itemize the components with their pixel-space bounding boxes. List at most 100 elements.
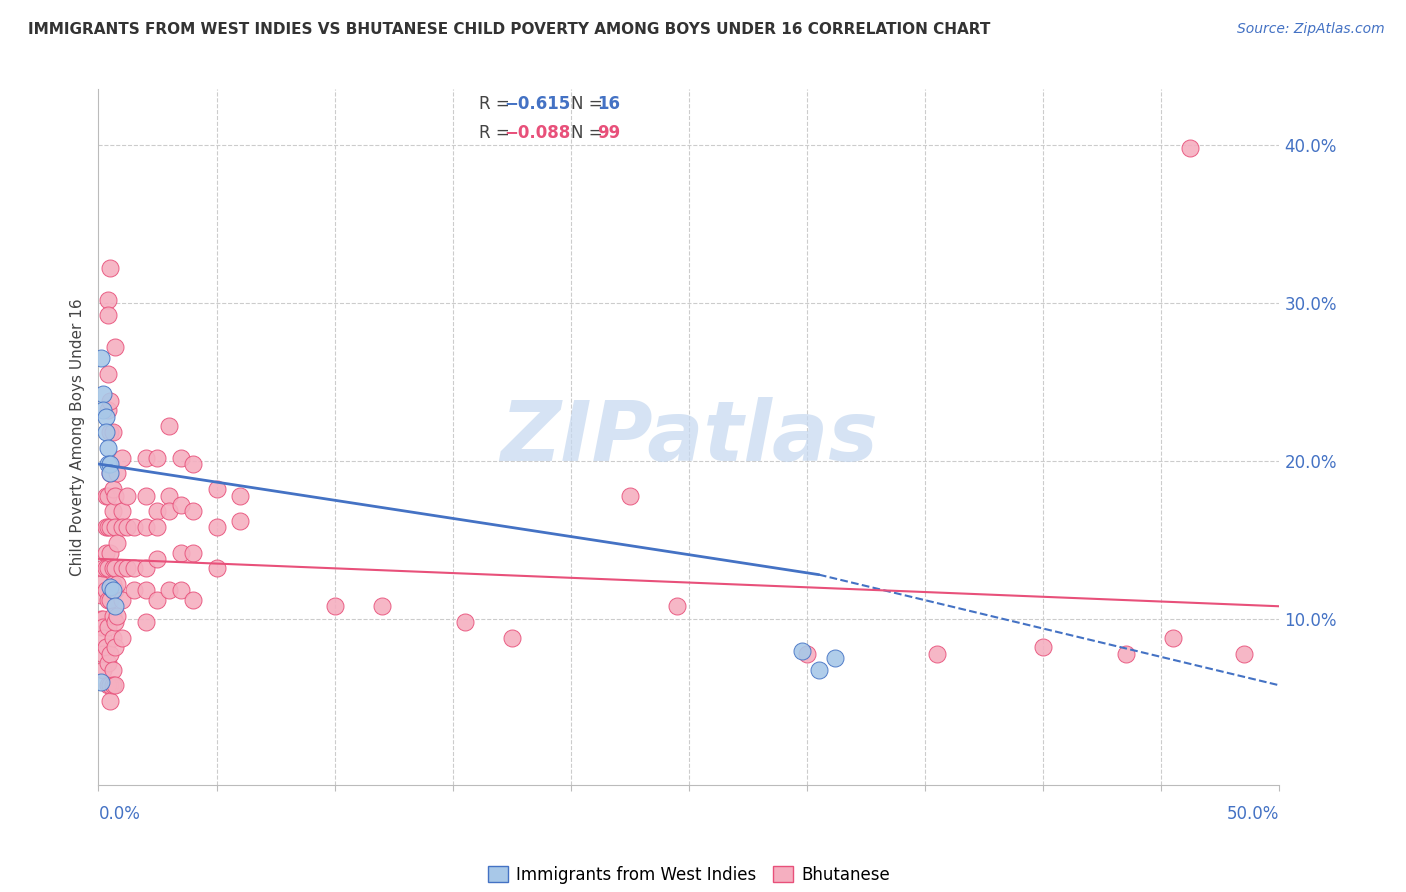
Point — [104, 640, 127, 655]
Point — [97, 403, 120, 417]
Point — [101, 608, 124, 623]
Point — [111, 520, 134, 534]
Point — [1161, 631, 1184, 645]
Text: ZIPatlas: ZIPatlas — [501, 397, 877, 477]
Point — [205, 482, 228, 496]
Point — [157, 419, 180, 434]
Point — [101, 425, 124, 440]
Text: R =: R = — [478, 124, 515, 142]
Point — [229, 514, 252, 528]
Point — [94, 561, 117, 575]
Text: IMMIGRANTS FROM WEST INDIES VS BHUTANESE CHILD POVERTY AMONG BOYS UNDER 16 CORRE: IMMIGRANTS FROM WEST INDIES VS BHUTANESE… — [28, 22, 990, 37]
Point — [104, 583, 127, 598]
Point — [104, 615, 127, 629]
Point — [91, 647, 114, 661]
Text: R =: R = — [478, 95, 515, 112]
Point — [91, 612, 114, 626]
Point — [792, 643, 814, 657]
Point — [205, 520, 228, 534]
Point — [101, 583, 124, 598]
Point — [97, 520, 120, 534]
Point — [98, 580, 121, 594]
Point — [135, 450, 157, 465]
Point — [101, 663, 124, 677]
Point — [323, 599, 346, 614]
Point — [105, 536, 128, 550]
Point — [94, 425, 117, 440]
Point — [90, 588, 112, 602]
Point — [157, 489, 180, 503]
Point — [104, 340, 127, 354]
Point — [101, 631, 124, 645]
Point — [111, 631, 134, 645]
Point — [111, 561, 134, 575]
Point — [94, 489, 117, 503]
Point — [111, 450, 134, 465]
Point — [1178, 141, 1201, 155]
Text: Source: ZipAtlas.com: Source: ZipAtlas.com — [1237, 22, 1385, 37]
Point — [94, 520, 117, 534]
Point — [90, 675, 112, 690]
Point — [101, 561, 124, 575]
Point — [97, 489, 120, 503]
Point — [98, 520, 121, 534]
Point — [90, 612, 112, 626]
Point — [98, 260, 121, 275]
Text: −0.088: −0.088 — [505, 124, 571, 142]
Point — [98, 678, 121, 692]
Point — [101, 504, 124, 518]
Point — [101, 482, 124, 496]
Point — [91, 561, 114, 575]
Point — [135, 561, 157, 575]
Point — [101, 583, 124, 598]
Point — [146, 450, 169, 465]
Point — [97, 620, 120, 634]
Point — [146, 520, 169, 534]
Text: 0.0%: 0.0% — [98, 805, 141, 823]
Point — [91, 631, 114, 645]
Point — [91, 620, 114, 634]
Text: −0.615: −0.615 — [505, 95, 571, 112]
Point — [796, 647, 818, 661]
Text: 99: 99 — [596, 124, 620, 142]
Point — [104, 599, 127, 614]
Point — [619, 489, 641, 503]
Point — [97, 657, 120, 671]
Point — [98, 467, 121, 481]
Point — [925, 647, 948, 661]
Point — [98, 593, 121, 607]
Point — [97, 678, 120, 692]
Point — [104, 520, 127, 534]
Point — [453, 615, 475, 629]
Point — [135, 615, 157, 629]
Point — [135, 489, 157, 503]
Point — [90, 351, 112, 365]
Point — [94, 409, 117, 424]
Point — [157, 504, 180, 518]
Point — [104, 561, 127, 575]
Point — [111, 504, 134, 518]
Point — [97, 308, 120, 322]
Point — [666, 599, 689, 614]
Point — [115, 489, 138, 503]
Point — [115, 520, 138, 534]
Point — [122, 561, 145, 575]
Text: 16: 16 — [596, 95, 620, 112]
Point — [371, 599, 394, 614]
Point — [146, 504, 169, 518]
Point — [98, 393, 121, 408]
Point — [1032, 640, 1054, 655]
Point — [101, 678, 124, 692]
Point — [94, 545, 117, 559]
Point — [146, 551, 169, 566]
Point — [105, 608, 128, 623]
Point — [170, 498, 193, 512]
Point — [181, 457, 204, 471]
Point — [98, 647, 121, 661]
Point — [157, 583, 180, 598]
Point — [170, 450, 193, 465]
Point — [91, 387, 114, 401]
Point — [135, 583, 157, 598]
Point — [98, 545, 121, 559]
Point — [98, 425, 121, 440]
